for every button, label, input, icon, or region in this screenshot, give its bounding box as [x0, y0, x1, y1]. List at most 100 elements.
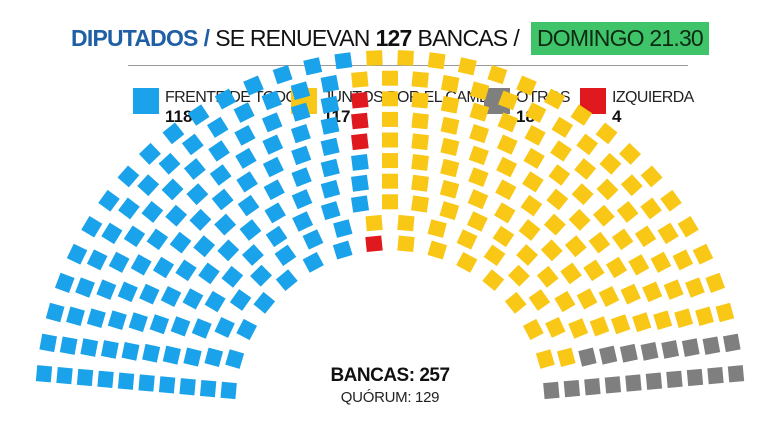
seat-frente-de-todos — [187, 104, 210, 126]
seat-juntos-por-el-cambio — [545, 317, 566, 338]
seat-frente-de-todos — [236, 171, 258, 193]
seat-otros — [604, 376, 622, 394]
seat-juntos-por-el-cambio — [469, 81, 490, 101]
seat-juntos-por-el-cambio — [548, 164, 571, 186]
seat-juntos-por-el-cambio — [439, 179, 460, 199]
seat-frente-de-todos — [241, 244, 264, 266]
title-separator: / — [513, 24, 519, 51]
seat-frente-de-todos — [334, 52, 353, 70]
seat-frente-de-todos — [39, 333, 58, 353]
seat-frente-de-todos — [66, 243, 88, 265]
total-seats-label: BANCAS: 257 — [330, 365, 450, 386]
seat-juntos-por-el-cambio — [382, 132, 398, 148]
seat-juntos-por-el-cambio — [660, 189, 682, 212]
seat-juntos-por-el-cambio — [427, 219, 447, 238]
seat-frente-de-todos — [333, 219, 353, 238]
seat-juntos-por-el-cambio — [507, 264, 530, 287]
seat-juntos-por-el-cambio — [382, 70, 398, 86]
seat-juntos-por-el-cambio — [439, 201, 460, 221]
seat-frente-de-todos — [128, 312, 148, 333]
seat-juntos-por-el-cambio — [492, 225, 515, 248]
seat-otros — [625, 374, 642, 392]
seat-izquierda — [365, 235, 383, 253]
seat-frente-de-todos — [351, 154, 369, 171]
seat-frente-de-todos — [86, 249, 108, 271]
seat-frente-de-todos — [117, 281, 138, 303]
seat-juntos-por-el-cambio — [467, 189, 489, 210]
seat-frente-de-todos — [320, 74, 340, 93]
seat-frente-de-todos — [175, 259, 197, 282]
seat-otros — [722, 333, 741, 353]
seat-frente-de-todos — [209, 164, 232, 186]
seat-frente-de-todos — [189, 208, 212, 231]
seat-juntos-por-el-cambio — [366, 50, 383, 66]
seat-juntos-por-el-cambio — [457, 57, 477, 76]
title-seats-word: BANCAS — [417, 24, 509, 51]
seat-juntos-por-el-cambio — [469, 124, 490, 144]
seat-frente-de-todos — [98, 189, 120, 212]
seat-juntos-por-el-cambio — [596, 178, 619, 201]
seat-juntos-por-el-cambio — [482, 269, 505, 292]
seat-juntos-por-el-cambio — [571, 183, 594, 206]
seat-frente-de-todos — [160, 285, 182, 307]
seat-frente-de-todos — [183, 158, 206, 180]
seat-frente-de-todos — [261, 112, 283, 133]
seat-frente-de-todos — [263, 179, 285, 201]
seat-frente-de-todos — [233, 102, 255, 123]
seat-juntos-por-el-cambio — [554, 290, 576, 313]
seat-frente-de-todos — [253, 291, 276, 314]
seat-juntos-por-el-cambio — [568, 208, 591, 231]
seat-frente-de-todos — [138, 142, 161, 165]
seat-frente-de-todos — [275, 269, 298, 292]
seat-frente-de-todos — [239, 219, 262, 241]
seat-frente-de-todos — [165, 204, 188, 227]
seat-frente-de-todos — [191, 318, 212, 339]
seat-juntos-por-el-cambio — [556, 347, 576, 367]
seat-juntos-por-el-cambio — [382, 111, 398, 127]
seat-juntos-por-el-cambio — [466, 211, 488, 232]
seat-frente-de-todos — [214, 317, 235, 338]
seat-frente-de-todos — [130, 254, 152, 276]
seat-frente-de-todos — [204, 347, 224, 367]
seat-frente-de-todos — [290, 102, 311, 122]
seat-frente-de-todos — [351, 174, 369, 192]
seat-juntos-por-el-cambio — [382, 153, 398, 169]
seat-frente-de-todos — [291, 167, 312, 188]
seat-otros — [707, 366, 724, 385]
seat-juntos-por-el-cambio — [516, 75, 537, 96]
seat-frente-de-todos — [56, 366, 73, 385]
seat-frente-de-todos — [35, 365, 53, 383]
seat-juntos-por-el-cambio — [653, 310, 673, 331]
seat-juntos-por-el-cambio — [598, 285, 620, 307]
seat-izquierda — [351, 92, 369, 109]
seat-frente-de-todos — [121, 341, 140, 361]
seat-frente-de-todos — [54, 272, 75, 293]
seat-frente-de-todos — [123, 225, 146, 248]
seat-juntos-por-el-cambio — [546, 188, 569, 211]
seat-juntos-por-el-cambio — [589, 316, 610, 337]
seat-frente-de-todos — [158, 376, 176, 394]
seat-frente-de-todos — [199, 379, 217, 398]
seat-juntos-por-el-cambio — [672, 249, 694, 271]
seat-frente-de-todos — [290, 81, 311, 101]
seat-juntos-por-el-cambio — [520, 194, 543, 217]
legend-value: 118 — [165, 107, 193, 126]
seat-frente-de-todos — [206, 116, 229, 138]
seat-juntos-por-el-cambio — [628, 254, 650, 276]
seat-frente-de-todos — [45, 302, 65, 323]
seat-juntos-por-el-cambio — [411, 174, 429, 192]
seat-juntos-por-el-cambio — [650, 251, 672, 273]
seat-juntos-por-el-cambio — [640, 165, 663, 188]
seat-frente-de-todos — [101, 222, 123, 245]
seat-juntos-por-el-cambio — [677, 216, 699, 238]
seat-juntos-por-el-cambio — [550, 140, 572, 162]
seat-juntos-por-el-cambio — [495, 179, 517, 201]
seat-frente-de-todos — [158, 152, 181, 175]
seat-frente-de-todos — [320, 158, 340, 178]
seat-frente-de-todos — [107, 310, 127, 331]
seat-frente-de-todos — [229, 289, 252, 311]
seat-juntos-por-el-cambio — [524, 124, 546, 146]
seat-otros — [686, 368, 704, 387]
seat-otros — [666, 370, 683, 388]
